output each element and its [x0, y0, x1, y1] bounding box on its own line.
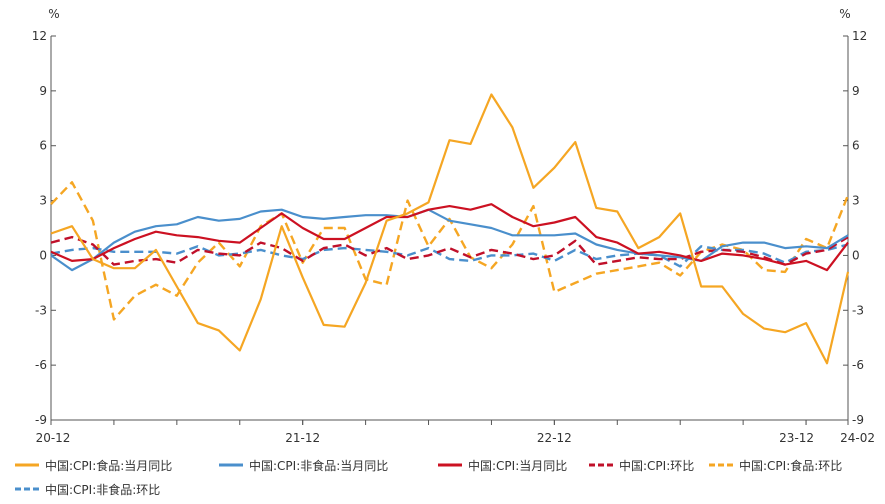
series-line-1: [50, 208, 849, 272]
left-y-tick-label: 9: [39, 84, 47, 98]
x-tick-label: 22-12: [537, 431, 572, 445]
left-axis-unit-label: %: [48, 7, 59, 21]
right-y-tick-label: 12: [852, 29, 867, 43]
legend-label: 中国:CPI:食品:环比: [739, 458, 842, 473]
left-y-tick-label: 3: [39, 194, 47, 208]
right-y-tick-label: 3: [852, 194, 860, 208]
right-y-tick-label: -3: [852, 303, 864, 317]
series-layer: [50, 93, 850, 365]
legend-label: 中国:CPI:环比: [619, 458, 694, 473]
x-tick-label: 21-12: [285, 431, 320, 445]
series-line-5: [50, 243, 849, 268]
x-tick-label: 24-02: [840, 431, 875, 445]
series-line-0: [50, 93, 850, 365]
legend-label: 中国:CPI:非食品:环比: [45, 482, 160, 497]
left-y-tick-label: 12: [32, 29, 47, 43]
right-y-tick-label: 9: [852, 84, 860, 98]
x-tick-label: 20-12: [36, 431, 71, 445]
series-line-4: [50, 181, 850, 321]
legend: 中国:CPI:食品:当月同比 中国:CPI:非食品:当月同比 中国:CPI:当月同比…: [15, 458, 842, 497]
right-y-tick-label: -9: [852, 413, 864, 427]
legend-label: 中国:CPI:食品:当月同比: [45, 458, 172, 473]
series-line-3: [50, 235, 849, 266]
left-y-tick-label: 0: [39, 248, 47, 262]
right-y-tick-label: 0: [852, 248, 860, 262]
right-y-tick-label: 6: [852, 139, 860, 153]
left-y-tick-label: -9: [35, 413, 47, 427]
series-line-2: [50, 203, 849, 272]
right-y-tick-label: -6: [852, 358, 864, 372]
axes-layer: -9 -9 -6 -6 -3 -3 0 0 3 3 6 6 9 9 12 12 20-12 21-12 22-12 2…: [32, 29, 875, 445]
x-tick-label: 23-12: [779, 431, 814, 445]
legend-label: 中国:CPI:当月同比: [468, 458, 567, 473]
left-y-tick-label: 6: [39, 139, 47, 153]
left-y-tick-label: -3: [35, 303, 47, 317]
left-y-tick-label: -6: [35, 358, 47, 372]
right-axis-unit-label: %: [839, 7, 850, 21]
legend-label: 中国:CPI:非食品:当月同比: [249, 458, 388, 473]
